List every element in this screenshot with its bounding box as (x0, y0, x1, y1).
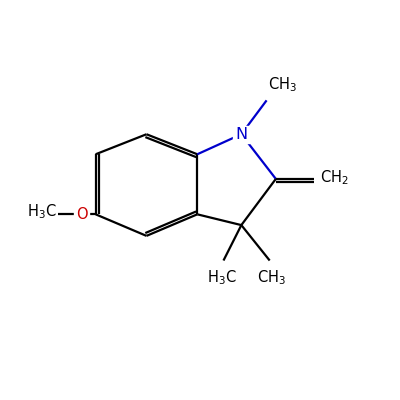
Text: O: O (76, 207, 88, 222)
Text: N: N (235, 127, 248, 142)
Text: CH$_3$: CH$_3$ (268, 76, 297, 94)
Text: CH$_3$: CH$_3$ (257, 268, 286, 287)
Bar (74, 207, 89, 222)
Text: H$_3$C: H$_3$C (207, 268, 237, 287)
Bar (233, 126, 250, 143)
Text: H$_3$C: H$_3$C (27, 202, 56, 220)
Text: CH$_2$: CH$_2$ (320, 168, 349, 187)
